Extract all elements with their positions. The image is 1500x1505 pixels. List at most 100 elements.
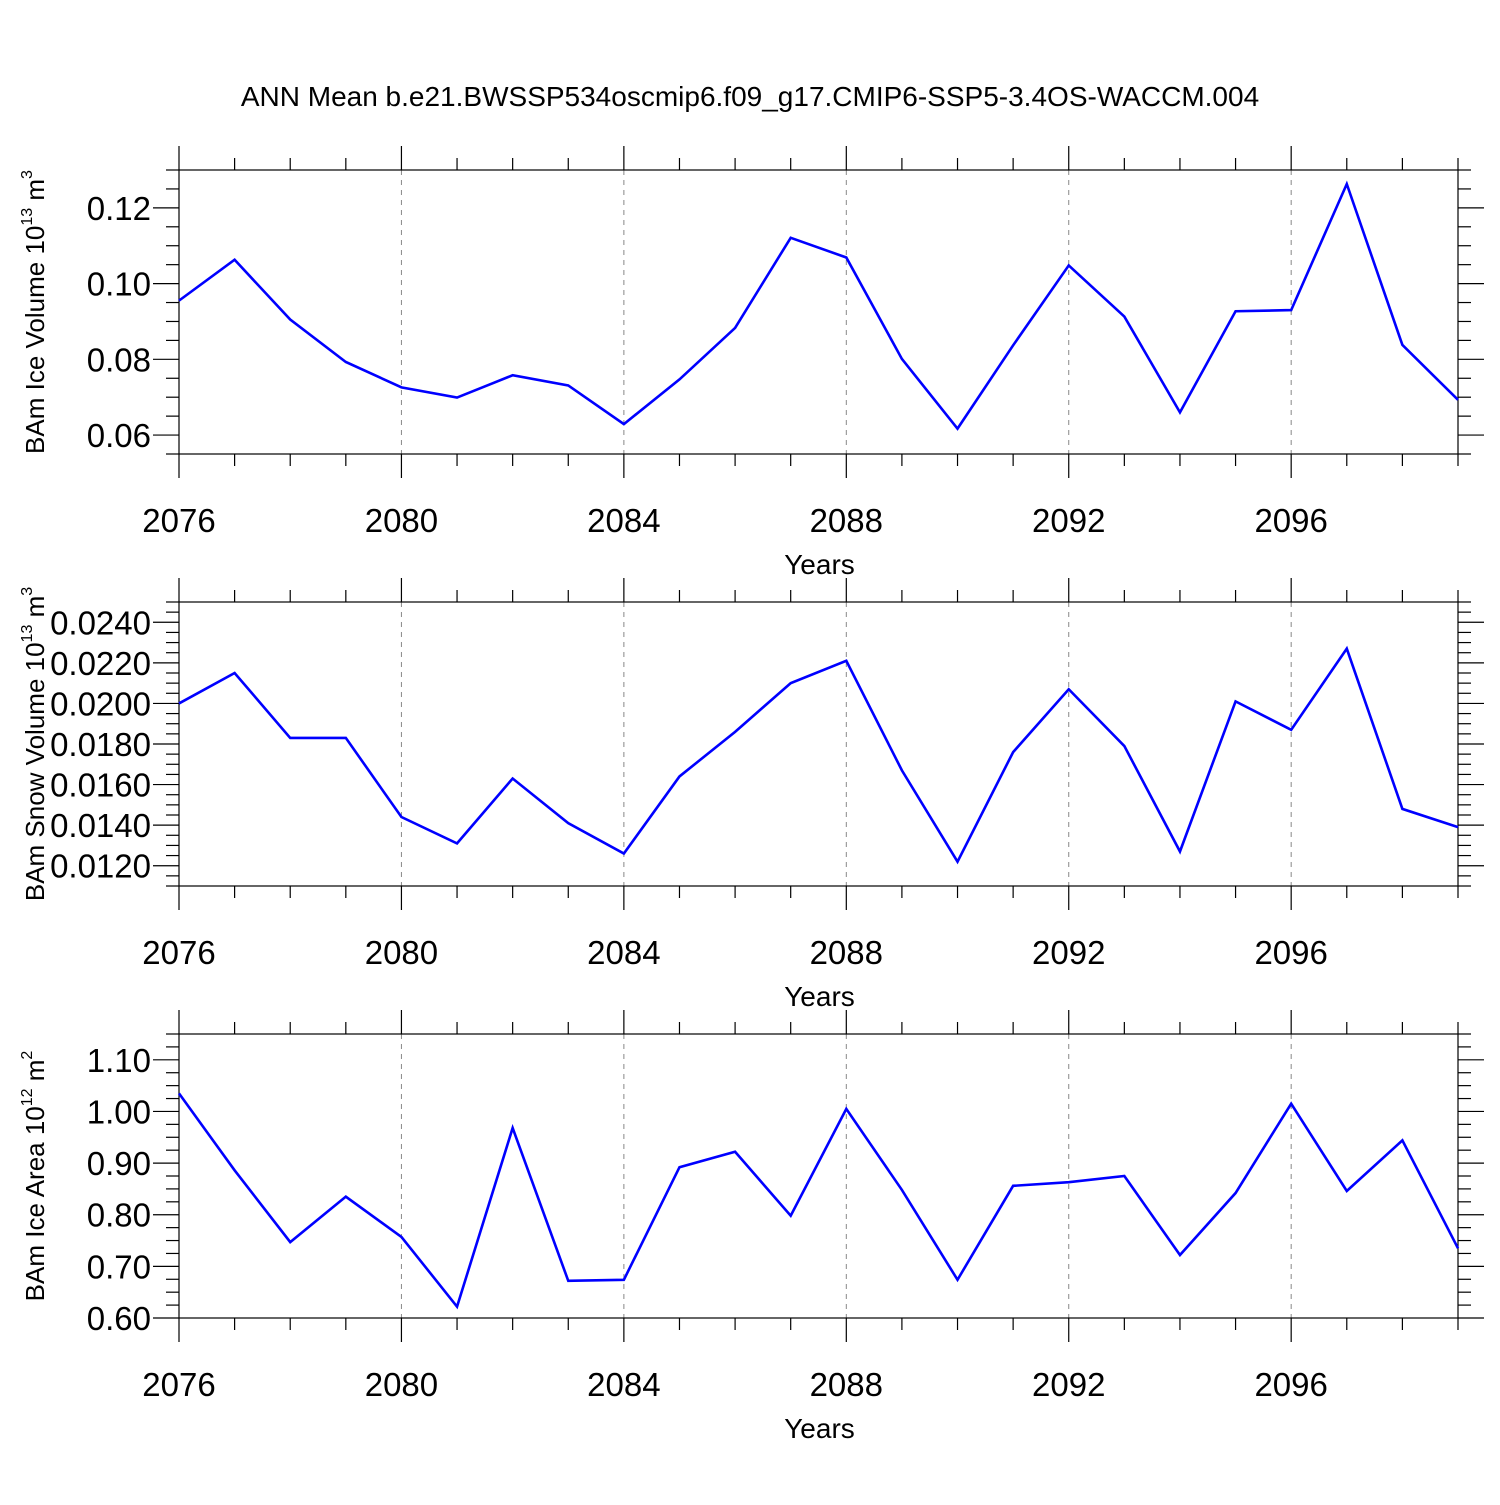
y-axis-label-main: BAm Snow Volume 10: [20, 642, 50, 901]
y-axis-label-unit: m: [20, 596, 50, 625]
data-point: [1456, 1246, 1460, 1250]
y-axis-label-group: BAm Ice Volume 1013 m3: [19, 170, 50, 454]
x-tick-label: 2076: [142, 1366, 215, 1403]
y-axis-label-group: BAm Snow Volume 1013 m3: [19, 587, 50, 901]
data-point: [733, 730, 737, 734]
data-point: [233, 258, 237, 262]
data-point: [900, 768, 904, 772]
data-point: [399, 1235, 403, 1239]
data-point: [1345, 647, 1349, 651]
x-tick-label: 2088: [810, 934, 883, 971]
x-tick-label: 2092: [1032, 934, 1105, 971]
data-point: [1234, 309, 1238, 313]
data-point: [1234, 1191, 1238, 1195]
x-tick-label: 2076: [142, 934, 215, 971]
series-line: [178, 645, 1459, 865]
data-point: [733, 1150, 737, 1154]
data-point: [1178, 410, 1182, 414]
data-point: [566, 1279, 570, 1283]
data-point: [177, 299, 181, 303]
x-tick-label: 2080: [365, 1366, 438, 1403]
data-point: [288, 318, 292, 322]
y-tick-label: 0.10: [87, 266, 151, 303]
data-point: [1011, 343, 1015, 347]
y-axis-label-unit-exponent: 2: [19, 1051, 36, 1060]
x-axis-label: Years: [784, 1413, 855, 1444]
data-point: [177, 701, 181, 705]
data-point: [1234, 699, 1238, 703]
y-axis-label-main: BAm Ice Volume 10: [20, 226, 50, 454]
panels: 2076 2080 2084 2088 2092 2096 Years 0.06 0.08 0.1…: [19, 146, 1484, 1444]
data-point: [622, 1278, 626, 1282]
x-tick-label: 2080: [365, 502, 438, 539]
y-axis-label-unit-exponent: 3: [19, 587, 36, 596]
data-point: [233, 671, 237, 675]
y-tick-label: 0.0180: [50, 726, 151, 763]
data-point: [1122, 744, 1126, 748]
data-point: [344, 360, 348, 364]
data-point: [789, 236, 793, 240]
plot-frame: [178, 1033, 1459, 1319]
y-axis-label-unit: m: [20, 1060, 50, 1089]
data-point: [1011, 750, 1015, 754]
data-point: [566, 383, 570, 387]
x-tick-label: 2096: [1254, 1366, 1327, 1403]
y-axis-label-unit: m: [20, 179, 50, 208]
y-tick-label: 1.00: [87, 1093, 151, 1130]
plot-frame: [178, 601, 1459, 887]
y-tick-label: 0.08: [87, 341, 151, 378]
data-point: [622, 852, 626, 856]
y-axis-label-exponent: 12: [19, 1088, 36, 1106]
panel-1: 2076 2080 2084 2088 2092 2096 Years 0.06 0.08 0.1…: [19, 146, 1484, 580]
y-tick-label: 0.12: [87, 190, 151, 227]
data-point: [511, 1126, 515, 1130]
data-point: [1289, 728, 1293, 732]
data-point: [1178, 850, 1182, 854]
data-point: [1345, 182, 1349, 186]
data-point: [733, 326, 737, 330]
series-line: [177, 1092, 1460, 1310]
y-tick-label: 0.0200: [50, 685, 151, 722]
data-point: [1011, 1184, 1015, 1188]
y-axis-label-group: BAm Ice Area 1012 m2: [19, 1051, 50, 1302]
data-point: [1067, 1180, 1071, 1184]
y-tick-label: 0.0240: [50, 604, 151, 641]
data-point: [566, 821, 570, 825]
data-point: [956, 427, 960, 431]
y-tick-label: 0.0160: [50, 767, 151, 804]
data-point: [399, 385, 403, 389]
data-point: [1122, 315, 1126, 319]
data-point: [789, 681, 793, 685]
data-point: [1067, 687, 1071, 691]
data-point: [1400, 1138, 1404, 1142]
data-point: [677, 377, 681, 381]
y-tick-label: 0.06: [87, 417, 151, 454]
figure-title: ANN Mean b.e21.BWSSP534oscmip6.f09_g17.C…: [241, 81, 1259, 112]
plot-frame: [178, 169, 1459, 455]
data-point: [1122, 1174, 1126, 1178]
x-tick-label: 2088: [810, 502, 883, 539]
data-point: [622, 422, 626, 426]
data-point: [789, 1214, 793, 1218]
data-point: [344, 736, 348, 740]
data-point: [344, 1195, 348, 1199]
series-line: [178, 180, 1459, 431]
x-tick-label: 2076: [142, 502, 215, 539]
y-axis-label: BAm Snow Volume 1013 m3: [19, 587, 50, 901]
data-point: [1400, 343, 1404, 347]
data-point: [1456, 825, 1460, 829]
data-point: [1289, 1102, 1293, 1106]
y-tick-label: 0.0140: [50, 807, 151, 844]
x-axis-label: Years: [784, 981, 855, 1012]
x-tick-label: 2084: [587, 1366, 660, 1403]
data-point: [455, 841, 459, 845]
data-point: [677, 1165, 681, 1169]
x-tick-label: 2088: [810, 1366, 883, 1403]
data-point: [177, 1091, 181, 1095]
y-tick-label: 0.70: [87, 1248, 151, 1285]
y-tick-label: 0.90: [87, 1145, 151, 1182]
y-tick-label: 0.0120: [50, 848, 151, 885]
data-point: [1345, 1189, 1349, 1193]
